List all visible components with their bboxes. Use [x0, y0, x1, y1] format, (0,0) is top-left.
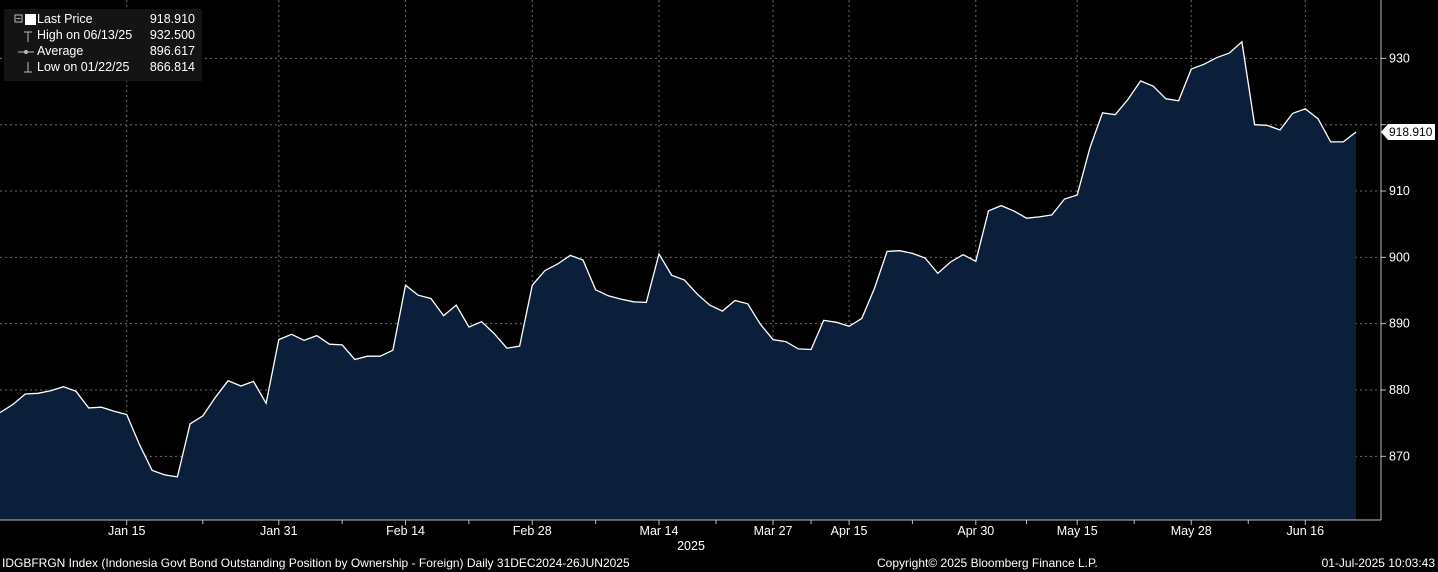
- average-marker-icon: [18, 50, 34, 54]
- x-tick-label: Apr 15: [831, 524, 868, 538]
- last-value-tag: 918.910: [1381, 123, 1435, 140]
- y-tick-label: 870: [1389, 449, 1410, 463]
- x-tick-label: Feb 28: [513, 524, 552, 538]
- chart-legend: Last Price 918.910 High on 06/13/25 932.…: [4, 9, 202, 81]
- legend-low-label: Low on 01/22/25: [37, 60, 130, 74]
- last-value-tag-shape: [1381, 123, 1435, 140]
- collapse-box-icon[interactable]: [14, 14, 26, 26]
- y-tick-label: 880: [1389, 383, 1410, 397]
- y-tick-label: 890: [1389, 317, 1410, 331]
- y-tick-label: 900: [1389, 250, 1410, 264]
- x-tick-label: May 15: [1057, 524, 1098, 538]
- high-marker-icon: [24, 31, 32, 42]
- legend-row-low: Low on 01/22/25 866.814: [4, 60, 202, 76]
- x-tick-label: Mar 14: [640, 524, 679, 538]
- price-line: [0, 40, 1357, 478]
- y-tick-label: 930: [1389, 51, 1410, 65]
- x-tick-label: Mar 27: [754, 524, 793, 538]
- footer-ticker-description: IDGBFRGN Index (Indonesia Govt Bond Outs…: [2, 556, 630, 570]
- x-axis-ticks: Jan 15 Jan 31 Feb 14 Feb 28 Mar 14 Mar 27 Apr …: [108, 520, 1324, 538]
- footer-bar: IDGBFRGN Index (Indonesia Govt Bond Outs…: [0, 555, 1438, 572]
- x-year-label: 2025: [677, 539, 705, 553]
- x-tick-label: Jan 15: [108, 524, 146, 538]
- x-tick-label: Apr 30: [957, 524, 994, 538]
- y-tick-label: 910: [1389, 184, 1410, 198]
- footer-timestamp: 01-Jul-2025 10:03:43: [1321, 556, 1435, 570]
- x-tick-label: May 28: [1171, 524, 1212, 538]
- price-area: [0, 41, 1356, 521]
- low-marker-icon: [24, 62, 32, 73]
- legend-row-average: Average 896.617: [4, 44, 202, 60]
- legend-last-price-label: Last Price: [37, 12, 93, 26]
- x-tick-label: Feb 14: [386, 524, 425, 538]
- legend-low-value: 866.814: [149, 60, 195, 74]
- legend-last-price-value: 918.910: [149, 12, 195, 26]
- last-value-tag-text: 918.910: [1389, 125, 1433, 139]
- last-price-swatch-icon: [25, 14, 36, 25]
- legend-row-high: High on 06/13/25 932.500: [4, 28, 202, 44]
- x-tick-label: Jan 31: [260, 524, 298, 538]
- legend-high-label: High on 06/13/25: [37, 28, 133, 42]
- legend-row-last-price: Last Price 918.910: [4, 12, 202, 28]
- x-tick-label: Jun 16: [1287, 524, 1325, 538]
- footer-copyright: Copyright© 2025 Bloomberg Finance L.P.: [877, 556, 1098, 570]
- legend-average-label: Average: [37, 44, 84, 58]
- legend-average-value: 896.617: [149, 44, 195, 58]
- legend-high-value: 932.500: [149, 28, 195, 42]
- y-axis-ticks: 870 880 890 900 910 930: [1381, 51, 1410, 463]
